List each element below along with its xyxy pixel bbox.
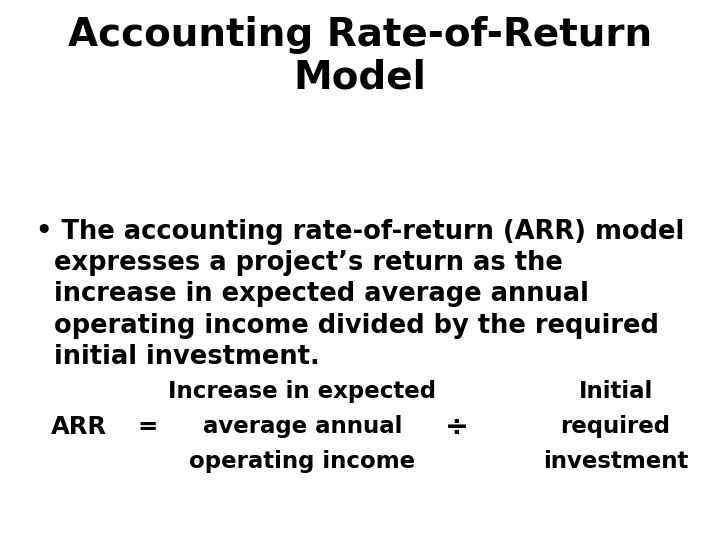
Text: ARR: ARR xyxy=(50,415,107,438)
Text: expresses a project’s return as the: expresses a project’s return as the xyxy=(36,250,563,276)
Text: required: required xyxy=(561,415,670,438)
Text: Increase in expected: Increase in expected xyxy=(168,380,436,403)
Text: Accounting Rate-of-Return
Model: Accounting Rate-of-Return Model xyxy=(68,16,652,97)
Text: • The accounting rate-of-return (ARR) model: • The accounting rate-of-return (ARR) mo… xyxy=(36,219,684,245)
Text: ÷: ÷ xyxy=(445,413,469,441)
Text: operating income: operating income xyxy=(189,450,415,473)
Text: increase in expected average annual: increase in expected average annual xyxy=(36,281,589,307)
Text: investment: investment xyxy=(543,450,688,473)
Text: operating income divided by the required: operating income divided by the required xyxy=(36,313,659,339)
Text: initial investment.: initial investment. xyxy=(36,344,320,370)
Text: average annual: average annual xyxy=(203,415,402,438)
Text: =: = xyxy=(138,415,158,438)
Text: Initial: Initial xyxy=(578,380,653,403)
